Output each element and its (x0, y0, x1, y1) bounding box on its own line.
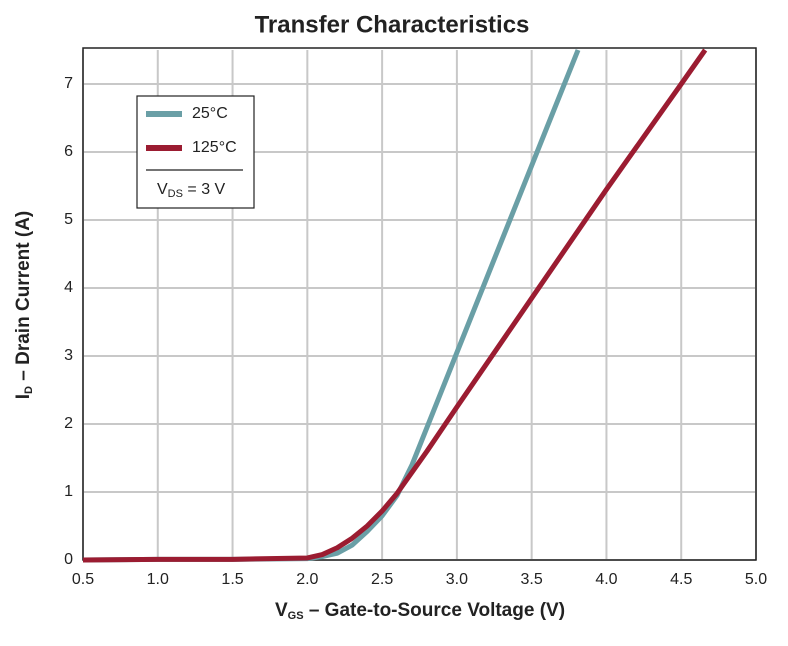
x-label-sub: GS (288, 610, 304, 622)
x-tick-label: 2.5 (371, 571, 393, 588)
series-line (83, 48, 708, 563)
chart-title: Transfer Characteristics (255, 11, 530, 38)
x-tick-label: 3.0 (446, 571, 468, 588)
y-axis-label: ID – Drain Current (A) (13, 211, 35, 399)
x-tick-label: 5.0 (745, 571, 767, 588)
y-tick-label: 5 (64, 211, 73, 228)
x-tick-label: 3.5 (521, 571, 543, 588)
x-label-rest: – Gate-to-Source Voltage (V) (304, 600, 565, 621)
legend-label: 125°C (192, 139, 237, 156)
legend: VDS = 3 V 25°C 125°C (136, 95, 255, 209)
y-tick-label: 3 (64, 347, 73, 364)
plot-frame (82, 47, 757, 561)
annotation-sub: DS (168, 188, 183, 200)
y-label-main: I (13, 394, 34, 399)
x-label-main: V (275, 600, 288, 621)
x-tick-label: 4.0 (595, 571, 617, 588)
y-label-rest: – Drain Current (A) (13, 211, 34, 386)
x-tick-label: 0.5 (72, 571, 94, 588)
annotation-main: V (157, 181, 168, 198)
x-tick-label: 4.5 (670, 571, 692, 588)
x-tick-label: 1.5 (221, 571, 243, 588)
annotation: VDS = 3 V (157, 181, 226, 200)
x-tick-label: 1.0 (147, 571, 169, 588)
x-tick-label: 2.0 (296, 571, 318, 588)
y-tick-label: 7 (64, 75, 73, 92)
y-label-sub: D (23, 386, 35, 394)
plot-area: 0.5 1.0 1.5 2.0 2.5 3.0 3.5 4.0 4.5 5.0 0 1 2 3 4 5 6 7 (64, 47, 767, 588)
y-tick-label: 6 (64, 143, 73, 160)
y-tick-label: 2 (64, 415, 73, 432)
y-tick-label: 1 (64, 483, 73, 500)
y-tick-label: 4 (64, 279, 73, 296)
annotation-rest: = 3 V (183, 181, 226, 198)
legend-label: 25°C (192, 105, 228, 122)
x-axis-label: VGS – Gate-to-Source Voltage (V) (275, 600, 565, 622)
y-tick-label: 0 (64, 551, 73, 568)
